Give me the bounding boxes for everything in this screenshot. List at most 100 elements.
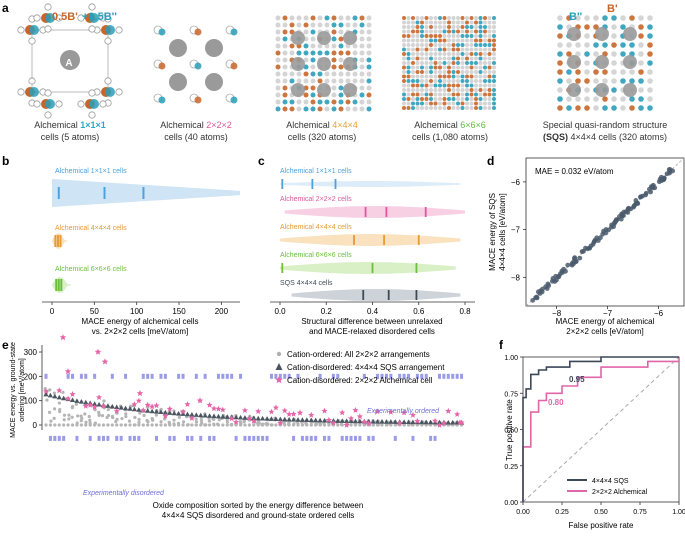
lattice-atom <box>456 30 460 34</box>
lattice-atom <box>290 100 295 105</box>
e-disordered-marker <box>257 436 260 441</box>
lattice-atom <box>474 79 478 83</box>
lattice-atom <box>447 25 451 29</box>
lattice-atom <box>434 16 438 20</box>
b-site-atom <box>159 29 166 36</box>
lattice-atom <box>474 84 478 88</box>
lattice-atom <box>470 106 474 110</box>
sqs-atom <box>611 24 617 30</box>
lattice-atom <box>443 75 447 79</box>
lattice-atom <box>420 25 424 29</box>
lattice-atom <box>425 52 429 56</box>
oxygen-atom <box>29 38 35 44</box>
lattice-atom <box>488 30 492 34</box>
lattice-atom <box>367 51 372 56</box>
e-alchemical-star <box>136 398 142 404</box>
e-ordered-dot <box>58 410 61 413</box>
sqs-atom <box>647 60 653 66</box>
e-alchemical-star <box>454 411 460 417</box>
sqs-atom <box>647 33 653 39</box>
b-site-atom <box>159 63 166 70</box>
lattice-atom <box>367 79 372 84</box>
e-disordered-marker <box>186 436 189 441</box>
lattice-atom <box>434 102 438 106</box>
lattice-atom <box>465 93 469 97</box>
lattice-atom <box>402 79 406 83</box>
e-sqs-triangle <box>198 413 203 418</box>
panel-label-a: a <box>2 1 9 15</box>
lattice-atom <box>332 100 337 105</box>
lattice-atom <box>429 79 433 83</box>
lattice-atom <box>407 97 411 101</box>
lattice-atom <box>452 30 456 34</box>
lattice-atom <box>367 107 372 112</box>
lattice-atom <box>407 48 411 52</box>
lattice-atom <box>438 75 442 79</box>
lattice-atom <box>483 48 487 52</box>
e-alchemical-star <box>308 412 314 418</box>
lattice-atom <box>470 39 474 43</box>
e-zero-dot <box>106 423 109 426</box>
lattice-atom <box>483 57 487 61</box>
e-disordered-marker <box>133 436 136 441</box>
b-xtick-label: 50 <box>90 307 99 316</box>
e-ordered-dot <box>67 413 70 416</box>
b-site-atom <box>195 97 202 104</box>
lattice-atom <box>479 79 483 83</box>
c-xlabel-1: Structural difference between unrelaxed <box>301 317 442 326</box>
lattice-atom <box>470 75 474 79</box>
lattice-atom <box>318 16 323 21</box>
sqs-atom <box>647 78 653 84</box>
lattice-atom <box>479 43 483 47</box>
e-zero-dot <box>159 423 162 426</box>
b-xtick-label: 0 <box>50 307 55 316</box>
site-label-b-prime: 0.5B' <box>52 11 78 23</box>
panel-label-b: b <box>2 154 9 168</box>
lattice-atom <box>434 21 438 25</box>
e-legend-triangle <box>276 363 283 370</box>
lattice-atom <box>402 21 406 25</box>
e-zero-dot <box>261 423 264 426</box>
e-zero-dot <box>376 423 379 426</box>
lattice-atom <box>443 66 447 70</box>
sqs-atom <box>557 96 563 102</box>
lattice-atom <box>339 100 344 105</box>
e-ordered-dot <box>212 418 215 421</box>
e-zero-dot <box>314 423 317 426</box>
lattice-atom <box>407 16 411 20</box>
a-site-atom <box>567 83 581 97</box>
lattice-atom <box>416 30 420 34</box>
lattice-atom <box>332 51 337 56</box>
lattice-atom <box>488 66 492 70</box>
e-ordered-marker <box>270 374 273 379</box>
e-zero-dot <box>186 423 189 426</box>
e-ordered-dot <box>63 418 66 421</box>
lattice-atom <box>438 30 442 34</box>
lattice-atom <box>304 79 309 84</box>
lattice-atom <box>434 93 438 97</box>
e-disordered-marker <box>89 436 92 441</box>
lattice-atom <box>452 61 456 65</box>
lattice-atom <box>452 79 456 83</box>
e-ordered-marker <box>230 374 233 379</box>
lattice-atom <box>447 66 451 70</box>
sqs-atom <box>602 69 608 75</box>
e-disordered-marker <box>53 436 56 441</box>
e-ordered-dot <box>114 420 117 423</box>
e-ordered-dot <box>107 414 110 417</box>
figure: a 0.5B' +0.5B'' A B'' B' Alchemical 1×1×… <box>0 0 685 533</box>
lattice-atom <box>429 61 433 65</box>
e-disordered-marker <box>190 436 193 441</box>
lattice-atom <box>470 61 474 65</box>
lattice-atom <box>447 16 451 20</box>
lattice-atom <box>297 100 302 105</box>
e-sqs-triangle <box>105 403 110 408</box>
lattice-atom <box>407 102 411 106</box>
lattice-atom <box>452 102 456 106</box>
lattice-atom <box>461 39 465 43</box>
lattice-atom <box>479 61 483 65</box>
lattice-atom <box>492 52 496 56</box>
lattice-atom <box>311 30 316 35</box>
sqs-atom <box>557 33 563 39</box>
e-sqs-triangle <box>353 419 358 424</box>
